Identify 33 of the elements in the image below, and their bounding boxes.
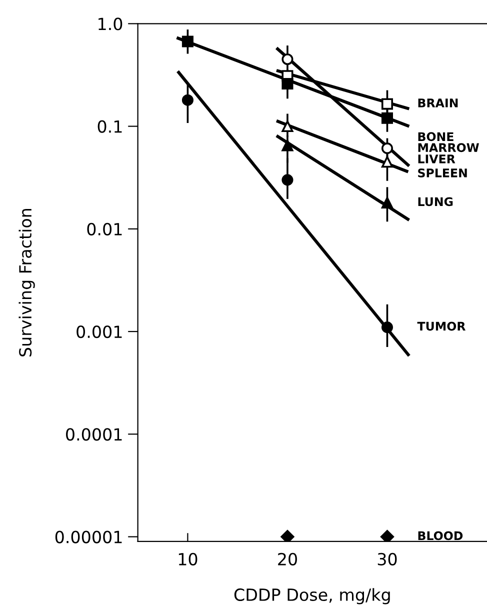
y-axis-title: Surviving Fraction — [18, 208, 35, 356]
y-tick-label: 0.01 — [87, 222, 122, 236]
point — [182, 36, 194, 48]
x-axis-title: CDDP Dose, mg/kg — [234, 588, 390, 604]
text: LIVER — [418, 154, 456, 164]
point — [381, 142, 393, 154]
point — [282, 120, 294, 132]
point — [380, 530, 394, 542]
point — [182, 94, 194, 106]
text: TUMOR — [417, 322, 466, 331]
point — [280, 530, 294, 542]
point — [282, 140, 294, 152]
point — [282, 174, 294, 186]
point — [381, 196, 393, 208]
point — [381, 112, 393, 124]
point — [381, 156, 393, 168]
y-tick-label: 0.00001 — [55, 530, 122, 544]
text: BLOOD — [418, 531, 463, 540]
point — [381, 98, 393, 110]
text: BRAIN — [418, 98, 458, 108]
point — [381, 322, 393, 334]
text: BONE MARROW — [418, 132, 479, 152]
point — [282, 53, 294, 66]
y-tick-label: 0.1 — [98, 120, 122, 133]
x-tick-label: 10 — [178, 552, 198, 566]
x-tick-label: 20 — [278, 552, 297, 566]
y-tick-label: 0.001 — [76, 325, 122, 338]
text: SPLEEN — [418, 168, 467, 178]
point — [282, 78, 294, 90]
text: LUNG — [418, 197, 453, 206]
y-tick-label: 0.0001 — [66, 428, 122, 441]
y-tick-label: 1.0 — [98, 18, 122, 30]
x-tick-label: 30 — [378, 552, 397, 566]
